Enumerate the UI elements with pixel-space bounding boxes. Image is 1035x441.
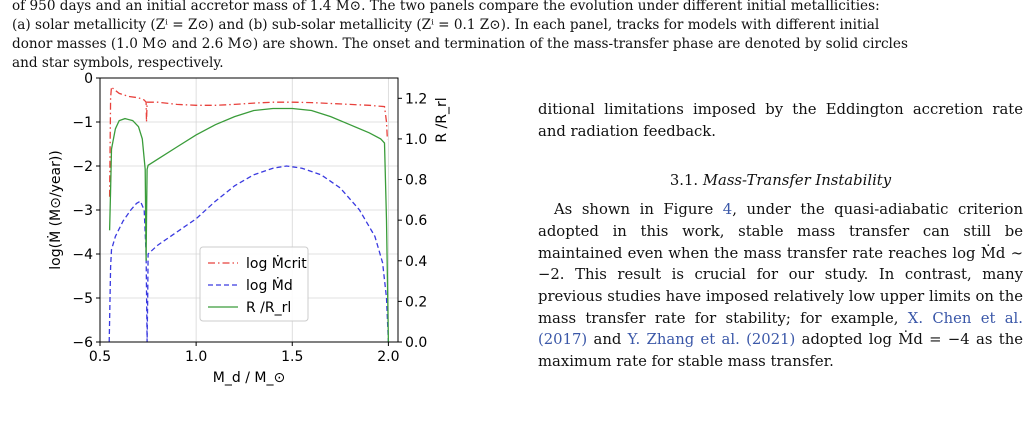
paragraph-text: adopted log Ṁd = −4 as the maximum rate … [538, 331, 1023, 371]
y-right-tick-label: 0.6 [405, 213, 427, 229]
y-left-tick-label: −6 [72, 335, 93, 351]
figure-panel: 0.5 1.0 1.5 2.0 −6 −5 −4 −3 −2 −1 0 0.0 0.2 0.4 0.6 0.8… [40, 70, 500, 436]
y-left-axis-label: log(Ṁ (M⊙/year)) [46, 150, 64, 269]
y-left-tick-label: −2 [72, 159, 93, 175]
series-line [108, 85, 389, 197]
caption-line: of 950 days and an initial accretor mass… [12, 0, 880, 14]
figure-reference-link[interactable]: 4 [722, 201, 733, 219]
citation-link[interactable]: Y. Zhang et al. (2021) [627, 331, 796, 349]
legend-label: log Ṁcrit [246, 254, 307, 272]
y-right-tick-label: 0.2 [405, 294, 427, 310]
section-heading: 3.1. Mass-Transfer Instability [538, 170, 1023, 192]
y-left-tick-label: −4 [72, 247, 93, 263]
legend-box [199, 246, 309, 322]
y-right-axis-label: R /R_rl [434, 97, 450, 142]
legend-label: R /R_rl [246, 300, 291, 316]
y-right-tick-label: 1.2 [405, 91, 427, 107]
section-title: Mass-Transfer Instability [702, 172, 892, 190]
y-right-tick-label: 0.8 [405, 173, 427, 189]
body-paragraph: As shown in Figure 4, under the quasi-ad… [538, 199, 1023, 373]
caption-line: and star symbols, respectively. [12, 55, 224, 71]
mass-transfer-chart: 0.5 1.0 1.5 2.0 −6 −5 −4 −3 −2 −1 0 0.0 0.2 0.4 0.6 0.8… [46, 71, 450, 386]
y-right-tick-label: 1.0 [405, 132, 427, 148]
paragraph-text: As shown in Figure [554, 201, 723, 219]
intro-paragraph: ditional limitations imposed by the Eddi… [538, 101, 1023, 140]
paragraph-text: and [587, 331, 628, 349]
series-line [108, 165, 390, 343]
caption-line: donor masses (1.0 M⊙ and 2.6 M⊙) are sho… [12, 36, 908, 52]
section-number: 3.1. [669, 172, 699, 190]
caption-line: (a) solar metallicity (Zⁱ = Z⊙) and (b) … [12, 17, 880, 33]
x-tick-label: 1.5 [281, 349, 303, 365]
right-column: ditional limitations imposed by the Eddi… [538, 99, 1023, 373]
y-left-tick-label: 0 [84, 71, 93, 87]
x-tick-label: 0.5 [89, 349, 111, 365]
paragraph-text: , under the quasi-adiabatic criterion ad… [538, 201, 1023, 327]
legend-label: log Ṁd [246, 276, 293, 294]
figure-caption: of 950 days and an initial accretor mass… [12, 0, 1024, 73]
x-tick-label: 1.0 [185, 349, 207, 365]
y-left-tick-label: −1 [72, 115, 93, 131]
y-left-tick-label: −5 [72, 291, 93, 307]
x-tick-label: 2.0 [377, 349, 399, 365]
y-right-tick-label: 0.4 [405, 254, 427, 270]
y-right-tick-label: 0.0 [405, 335, 427, 351]
x-axis-label: M_d / M_⊙ [213, 370, 285, 386]
series-line [108, 107, 390, 343]
citation-link[interactable]: X. Chen et al. (2017) [538, 309, 1023, 349]
y-left-tick-label: −3 [72, 203, 93, 219]
